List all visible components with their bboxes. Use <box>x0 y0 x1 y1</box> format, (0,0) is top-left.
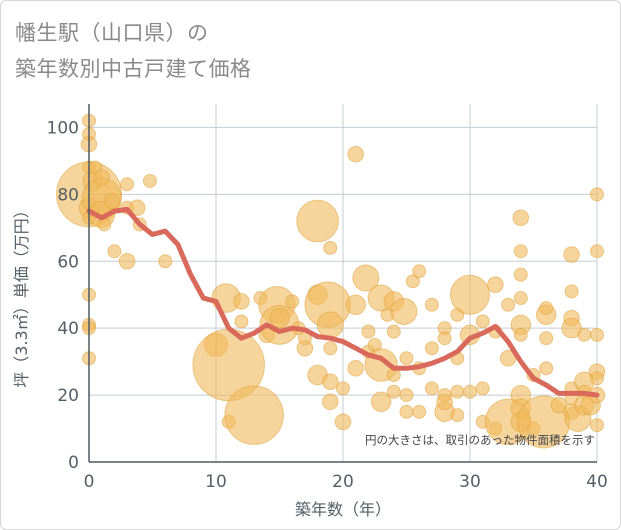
bubble-point <box>323 240 338 255</box>
bubble-point <box>513 291 528 306</box>
bubble-point <box>539 301 554 316</box>
bubble-point <box>361 324 376 339</box>
bubble-point <box>386 324 401 339</box>
bubble-point <box>590 418 604 433</box>
bubble-point <box>390 297 418 325</box>
axes <box>88 104 597 463</box>
chart-title-line-2: 築年数別中古戸建て価格 <box>15 57 252 81</box>
bubble-point <box>450 384 465 399</box>
bubble-point <box>512 209 530 227</box>
y-tick-label: 100 <box>47 118 79 138</box>
x-axis-title: 築年数（年） <box>295 500 391 519</box>
bubble-point <box>563 246 580 263</box>
bubble-size-note: 円の大きさは、取引のあった物件面積を示す <box>365 433 595 447</box>
bubble-point <box>437 331 452 346</box>
bubble-point <box>412 404 427 419</box>
bubble-point <box>234 314 249 329</box>
x-tick-labels: 0 10 20 30 40 <box>84 472 608 492</box>
y-tick-label: 80 <box>57 185 79 205</box>
bubble-point <box>561 317 582 339</box>
bubble-point <box>539 361 554 376</box>
bubble-point <box>322 373 339 391</box>
bubble-point <box>424 297 439 312</box>
bubble-point <box>107 244 122 259</box>
x-tick-label: 40 <box>586 472 608 492</box>
y-tick-labels: 0 20 40 60 80 100 <box>47 118 79 473</box>
bubble-point <box>233 293 250 310</box>
bubble-point <box>296 199 339 243</box>
bubble-point <box>450 274 490 315</box>
bubble-point <box>347 145 365 163</box>
x-tick-label: 20 <box>332 472 354 492</box>
bubble-point <box>399 388 414 403</box>
bubble-point <box>352 264 380 292</box>
bubble-point <box>103 192 121 210</box>
bubble-point <box>142 173 157 188</box>
bubble-point <box>316 311 344 339</box>
bubble-point <box>347 360 365 377</box>
y-tick-label: 40 <box>57 319 79 339</box>
bubble-point <box>590 371 604 386</box>
bubble-point <box>269 307 290 329</box>
bubble-point <box>158 254 173 269</box>
bubble-point <box>97 217 112 232</box>
chart-title: 幡生駅（山口県）の 築年数別中古戸建て価格 <box>15 15 252 87</box>
chart-title-line-1: 幡生駅（山口県）の <box>15 21 209 45</box>
bubble-point <box>370 391 392 413</box>
bubble-point <box>424 341 439 356</box>
bubble-point <box>424 381 439 396</box>
bubble-point <box>564 284 579 299</box>
x-tick-label: 10 <box>205 472 227 492</box>
bubble-point <box>336 381 350 396</box>
bubble-point <box>412 264 427 279</box>
bubble-point <box>334 413 352 431</box>
bubble-point <box>285 294 300 309</box>
bubble-point <box>128 199 146 217</box>
x-tick-label: 30 <box>459 472 481 492</box>
bubble-point <box>450 408 465 423</box>
bubble-point <box>399 351 414 366</box>
bubble-point <box>577 327 592 342</box>
bubble-point <box>590 244 604 259</box>
bubble-point <box>513 267 528 282</box>
bubble-point <box>118 252 136 270</box>
bubble-point <box>513 327 528 342</box>
bubble-point <box>475 314 490 329</box>
y-tick-label: 0 <box>68 453 79 473</box>
y-tick-label: 20 <box>57 386 79 406</box>
bubble-point <box>386 384 401 399</box>
bubble-point <box>399 404 414 419</box>
y-tick-label: 60 <box>57 252 79 272</box>
y-axis-title: 坪（3.3㎡）単価（万円） <box>12 202 31 387</box>
bubble-point <box>487 276 504 293</box>
bubble-point <box>323 341 338 356</box>
bubble-series <box>56 113 606 449</box>
bubble-point <box>513 244 528 259</box>
bubble-point <box>224 385 284 445</box>
bubble-point <box>437 388 452 403</box>
bubble-point <box>539 331 554 346</box>
bubble-point <box>463 384 477 399</box>
bubble-point <box>590 327 604 342</box>
trend-line <box>86 206 600 398</box>
bubble-point <box>322 393 339 411</box>
bubble-point <box>475 381 490 396</box>
bubble-point <box>120 177 135 192</box>
x-tick-label: 0 <box>84 472 95 492</box>
bubble-point <box>93 169 110 186</box>
bubble-point <box>405 274 420 289</box>
bubble-point <box>345 294 366 315</box>
bubble-point <box>590 187 604 202</box>
bubble-point <box>501 297 516 312</box>
